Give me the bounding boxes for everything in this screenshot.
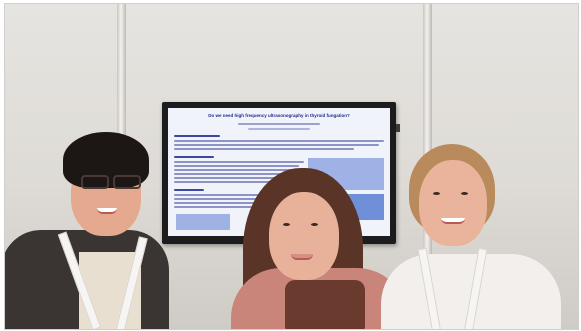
smile xyxy=(97,208,117,214)
poster-text-line xyxy=(174,202,298,204)
face xyxy=(269,192,339,280)
poster-text-line xyxy=(174,198,294,200)
poster-section-heading xyxy=(174,156,214,158)
poster-section-heading xyxy=(174,189,204,191)
poster-text-line xyxy=(174,140,384,142)
poster-text-line xyxy=(174,169,302,171)
poster-title: Do we need high frequency ultrasonograph… xyxy=(208,113,350,118)
glasses-icon xyxy=(113,175,141,189)
glasses-icon xyxy=(81,175,109,189)
eye xyxy=(433,192,440,195)
face xyxy=(419,160,487,246)
monitor-side-button xyxy=(396,124,400,132)
poster-affiliation-line xyxy=(248,128,310,130)
poster-text-line xyxy=(174,181,284,183)
poster-text-line xyxy=(174,161,304,163)
poster-text-line xyxy=(174,144,379,146)
smile xyxy=(291,254,313,260)
eye xyxy=(311,223,318,226)
poster-text-line xyxy=(174,177,300,179)
poster-data-table xyxy=(176,214,230,230)
blouse-pattern xyxy=(285,280,365,329)
eye xyxy=(283,223,290,226)
poster-text-line xyxy=(174,148,354,150)
poster-authors-line xyxy=(238,123,320,125)
eye xyxy=(461,192,468,195)
poster-text-line xyxy=(174,173,292,175)
smile xyxy=(441,218,465,224)
conference-photo: Do we need high frequency ultrasonograph… xyxy=(4,3,579,330)
poster-text-line xyxy=(174,194,302,196)
poster-section-heading xyxy=(174,135,220,137)
poster-text-line xyxy=(174,165,299,167)
poster-text-line xyxy=(174,206,274,208)
